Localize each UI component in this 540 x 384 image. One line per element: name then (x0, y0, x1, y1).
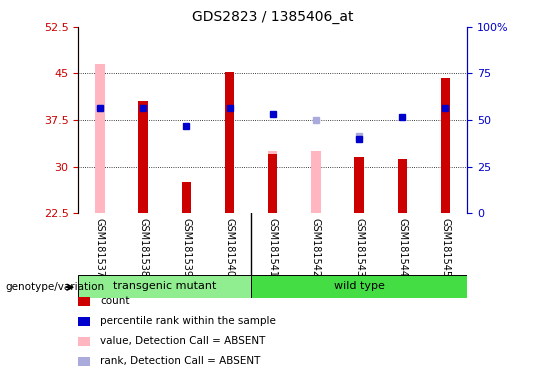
Text: GSM181539: GSM181539 (181, 218, 191, 277)
Text: GSM181541: GSM181541 (268, 218, 278, 277)
Text: GSM181543: GSM181543 (354, 218, 364, 277)
Bar (268, 154, 278, 213)
Text: transgenic mutant: transgenic mutant (113, 281, 217, 291)
Bar (181, 182, 191, 213)
Text: value, Detection Call = ABSENT: value, Detection Call = ABSENT (100, 336, 265, 346)
Bar (78, 275, 251, 298)
Bar (138, 101, 148, 213)
Bar (397, 159, 407, 213)
Bar (251, 275, 467, 298)
Bar (397, 198, 407, 213)
Text: count: count (100, 296, 130, 306)
Text: GSM181540: GSM181540 (225, 218, 234, 277)
Title: GDS2823 / 1385406_at: GDS2823 / 1385406_at (192, 10, 354, 25)
Text: rank, Detection Call = ABSENT: rank, Detection Call = ABSENT (100, 356, 260, 366)
Bar (95, 64, 105, 213)
Text: GSM181545: GSM181545 (441, 218, 450, 277)
Bar (311, 151, 321, 213)
Text: GSM181542: GSM181542 (311, 218, 321, 277)
Text: genotype/variation: genotype/variation (5, 282, 105, 292)
Bar (225, 72, 234, 213)
Text: GSM181544: GSM181544 (397, 218, 407, 277)
Text: GSM181537: GSM181537 (95, 218, 105, 277)
Bar (354, 157, 364, 213)
Bar (441, 78, 450, 213)
Text: GSM181538: GSM181538 (138, 218, 148, 277)
Text: wild type: wild type (334, 281, 384, 291)
Bar (268, 151, 278, 213)
Text: percentile rank within the sample: percentile rank within the sample (100, 316, 276, 326)
